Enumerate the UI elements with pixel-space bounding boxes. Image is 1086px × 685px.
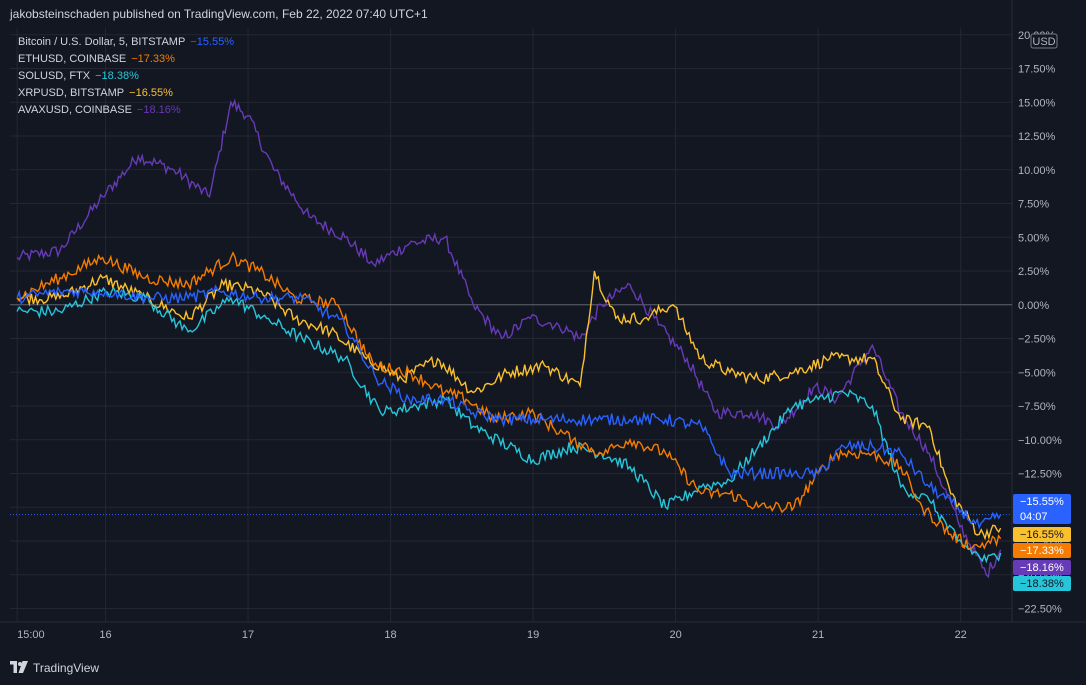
legend-row[interactable]: XRPUSD, BITSTAMP −16.55% <box>18 85 234 102</box>
price-tag <box>1013 543 1071 558</box>
series-lines <box>10 98 1012 579</box>
price-tag <box>1013 494 1071 524</box>
y-tick-label: 0.00% <box>1018 300 1049 312</box>
x-tick-label: 16 <box>99 629 111 641</box>
legend-series-value: −17.33% <box>131 53 175 65</box>
x-tick-label: 15:00 <box>17 629 45 641</box>
y-tick-label: 7.50% <box>1018 199 1049 211</box>
price-tag-label: −18.16% <box>1020 562 1064 574</box>
y-tick-label: −10.00% <box>1018 435 1062 447</box>
series-line <box>16 98 1002 579</box>
legend-series-value: −18.16% <box>136 104 181 116</box>
x-tick-label: 19 <box>527 629 539 641</box>
legend-series-name: XRPUSD, BITSTAMP <box>18 87 125 99</box>
price-tag-label: −18.38% <box>1020 578 1064 590</box>
x-axis[interactable]: 15:00 16 17 18 19 20 21 22 <box>17 629 967 641</box>
y-tick-label: 5.00% <box>1018 232 1049 244</box>
y-tick-label: −2.50% <box>1018 334 1056 346</box>
series-line <box>16 284 1002 530</box>
y-tick-label: 17.50% <box>1018 64 1056 76</box>
grid <box>0 0 1086 623</box>
legend-row[interactable]: SOLUSD, FTX −18.38% <box>18 68 234 85</box>
price-tag-label: −17.33% <box>1020 545 1064 557</box>
publish-header: jakobsteinschaden published on TradingVi… <box>0 0 1086 28</box>
publish-info: jakobsteinschaden published on TradingVi… <box>10 7 428 21</box>
legend-row[interactable]: ETHUSD, COINBASE −17.33% <box>18 51 234 68</box>
x-tick-label: 17 <box>242 629 254 641</box>
series-line <box>16 286 1002 564</box>
y-tick-label: −22.50% <box>1018 604 1062 616</box>
y-tick-label: 2.50% <box>1018 266 1049 278</box>
y-tick-label: −7.50% <box>1018 401 1056 413</box>
tradingview-logo-icon <box>10 660 28 676</box>
legend: Bitcoin / U.S. Dollar, 5, BITSTAMP −15.55… <box>18 34 234 119</box>
x-tick-label: 18 <box>384 629 396 641</box>
legend-series-name: ETHUSD, COINBASE <box>18 53 127 65</box>
legend-series-name: AVAXUSD, COINBASE <box>18 104 132 116</box>
x-tick-label: 20 <box>669 629 681 641</box>
y-tick-label: −5.00% <box>1018 367 1056 379</box>
price-tag-label: −15.55% <box>1020 496 1064 508</box>
y-tick-label: −12.50% <box>1018 469 1062 481</box>
legend-series-name: Bitcoin / U.S. Dollar, 5, BITSTAMP <box>18 36 186 48</box>
price-tags: −15.55% 04:07 −16.55% −17.33% −18.16% −18.38% <box>1013 494 1071 591</box>
price-tag <box>1013 560 1071 575</box>
legend-series-value: −18.38% <box>95 70 139 82</box>
footer[interactable]: TradingView <box>10 658 99 678</box>
y-tick-label: 15.00% <box>1018 97 1056 109</box>
legend-series-value: −16.55% <box>129 87 173 99</box>
currency-label: USD <box>1032 36 1055 48</box>
series-line <box>16 251 1002 551</box>
legend-series-name: SOLUSD, FTX <box>18 70 91 82</box>
y-tick-label: 12.50% <box>1018 131 1056 143</box>
y-tick-label: 10.00% <box>1018 165 1056 177</box>
footer-brand: TradingView <box>33 661 100 675</box>
price-tag <box>1013 576 1071 591</box>
currency-box[interactable] <box>1030 33 1058 49</box>
x-tick-label: 22 <box>955 629 967 641</box>
legend-series-value: −15.55% <box>190 36 235 48</box>
legend-row[interactable]: Bitcoin / U.S. Dollar, 5, BITSTAMP −15.55… <box>18 34 234 51</box>
price-tag-label: −16.55% <box>1020 529 1064 541</box>
series-line <box>16 270 1002 541</box>
legend-row[interactable]: AVAXUSD, COINBASE −18.16% <box>18 102 234 119</box>
price-tag <box>1013 527 1071 542</box>
x-tick-label: 21 <box>812 629 824 641</box>
countdown-label: 04:07 <box>1020 511 1048 523</box>
